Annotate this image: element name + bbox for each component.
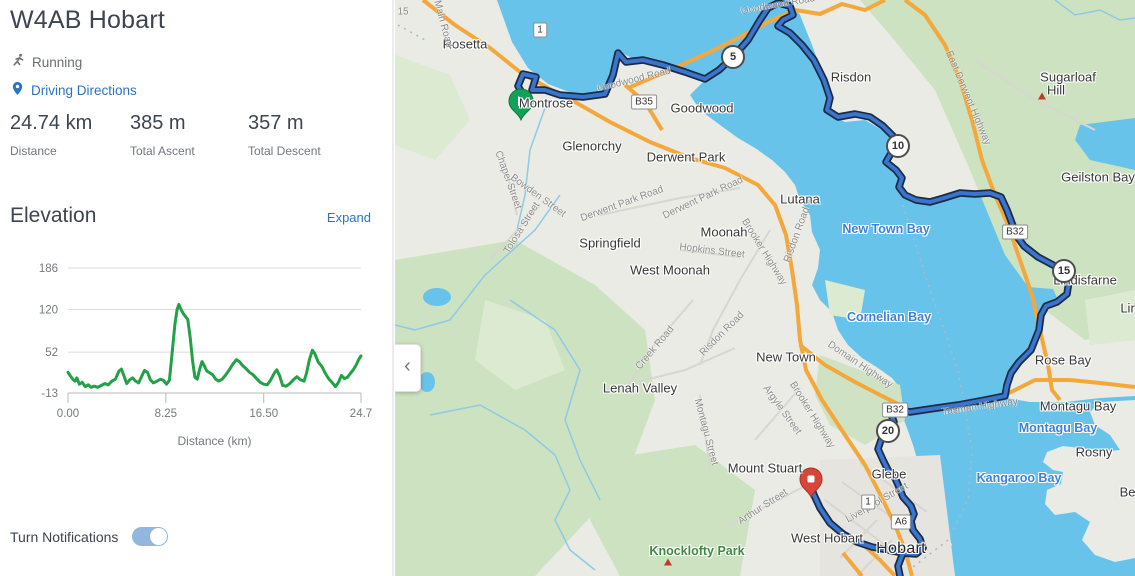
place-label: Goodwood [670, 100, 734, 116]
green-area [825, 280, 865, 320]
elevation-chart: 186 120 52 -13 0.00 8.25 16.50 24.7 Distance (km… [39, 263, 372, 448]
water-label: Cornelian Bay [846, 310, 932, 324]
x-tick-label: 8.25 [155, 408, 177, 420]
stat-label: Total Ascent [130, 144, 195, 158]
place-label: Glenorchy [562, 138, 622, 154]
water-label: Montagu Bay [1018, 421, 1098, 435]
creeks [395, 0, 1135, 571]
place-label: Risdon [830, 69, 872, 85]
place-label: Glebe [871, 466, 907, 482]
place-label: West Moonah [630, 262, 710, 278]
x-tick-label: 24.7 [350, 408, 372, 420]
place-label: Moonah [700, 224, 748, 240]
stat-total-descent: 357 m Total Descent [248, 112, 321, 158]
stat-value: 385 m [130, 112, 186, 134]
peak-icon [664, 558, 672, 566]
place-label: Montrose [518, 95, 574, 111]
route-details-panel: W4AB Hobart Running Driving Directions 2… [0, 0, 394, 576]
road-shield: B32 [1002, 224, 1028, 240]
route-distance-marker: 5 [721, 45, 745, 69]
route-distance-marker: 20 [876, 419, 900, 443]
stat-label: Total Descent [248, 144, 321, 158]
peak-icon [1038, 92, 1046, 100]
y-tick-label: 120 [39, 304, 58, 316]
green-area [860, 0, 1135, 340]
collapse-panel-button[interactable]: ‹ [395, 344, 421, 392]
green-area [395, 240, 655, 576]
turn-notifications-label: Turn Notifications [10, 528, 119, 545]
place-label: Mount Stuart [727, 460, 803, 476]
green-area [1085, 290, 1135, 345]
water-label: New Town Bay [842, 222, 930, 236]
place-label: Lutana [780, 191, 820, 207]
x-tick-label: 0.00 [57, 408, 79, 420]
road-shield: A6 [890, 514, 912, 530]
start-marker[interactable] [508, 88, 534, 122]
stat-label: Distance [10, 144, 57, 158]
place-label: Lin [1120, 300, 1135, 316]
place-label: New Town [756, 349, 816, 365]
place-label: Derwent Park [646, 149, 726, 165]
park-label: Knocklofty Park [649, 544, 745, 558]
road-shield: B35 [631, 94, 657, 110]
end-marker[interactable] [799, 467, 823, 499]
turn-notifications-row: Turn Notifications [10, 527, 169, 546]
y-tick-label: -13 [41, 388, 58, 400]
place-label: Hobart [876, 540, 926, 557]
road-shield: B32 [882, 402, 908, 418]
place-label: Hill [1046, 82, 1066, 98]
place-label: Springfield [579, 235, 641, 251]
place-label: Sugarloaf [1040, 69, 1096, 85]
activity-type: Running [11, 53, 82, 71]
road-shield: 1 [861, 494, 875, 510]
geilston-inlet [1075, 118, 1135, 170]
place-label: Rose Bay [1034, 352, 1092, 368]
place-label: Rosetta [442, 36, 488, 52]
map-pin-icon [11, 81, 24, 99]
place-label: Geilston Bay [1061, 169, 1135, 185]
stat-value: 24.74 km [10, 112, 93, 134]
x-tick-label: 16.50 [249, 408, 278, 420]
expand-link[interactable]: Expand [326, 210, 371, 225]
green-area [395, 55, 470, 160]
toggle-knob [150, 528, 168, 545]
green-area [590, 445, 755, 576]
map-canvas [395, 0, 1135, 576]
map[interactable]: Rosetta Montrose Goodwood Glenorchy Derwent … [395, 0, 1135, 576]
street-label: 15 [397, 6, 409, 18]
stat-distance: 24.74 km Distance [10, 112, 92, 158]
water-label: Kangaroo Bay [976, 471, 1062, 485]
driving-directions-link[interactable]: Driving Directions [11, 81, 137, 99]
y-tick-label: 52 [45, 347, 58, 359]
place-label: Lenah Valley [602, 380, 678, 396]
y-tick-label: 186 [39, 263, 58, 275]
place-label: Rosny [1075, 444, 1113, 460]
turn-notifications-toggle[interactable] [132, 527, 169, 546]
place-label: Bel [1119, 484, 1135, 500]
lake [423, 288, 451, 306]
rosny-peninsula [1043, 400, 1135, 562]
route-path [514, 0, 1073, 576]
elevation-line [66, 302, 363, 389]
place-label: Montagu Bay [1039, 398, 1117, 414]
driving-directions-label: Driving Directions [31, 82, 137, 98]
route-distance-marker: 15 [1052, 259, 1076, 283]
place-label: West Hobart [790, 530, 864, 546]
running-icon [11, 53, 25, 71]
lake [419, 372, 435, 392]
road-shield: 1 [533, 22, 547, 38]
page-title: W4AB Hobart [10, 6, 166, 34]
x-axis-label: Distance (km) [177, 434, 251, 448]
activity-label: Running [32, 54, 83, 70]
route-distance-marker: 10 [886, 134, 910, 158]
ferry-route [397, 24, 973, 568]
elevation-heading: Elevation [10, 204, 97, 227]
stat-value: 357 m [248, 112, 304, 134]
stat-total-ascent: 385 m Total Ascent [130, 112, 195, 158]
